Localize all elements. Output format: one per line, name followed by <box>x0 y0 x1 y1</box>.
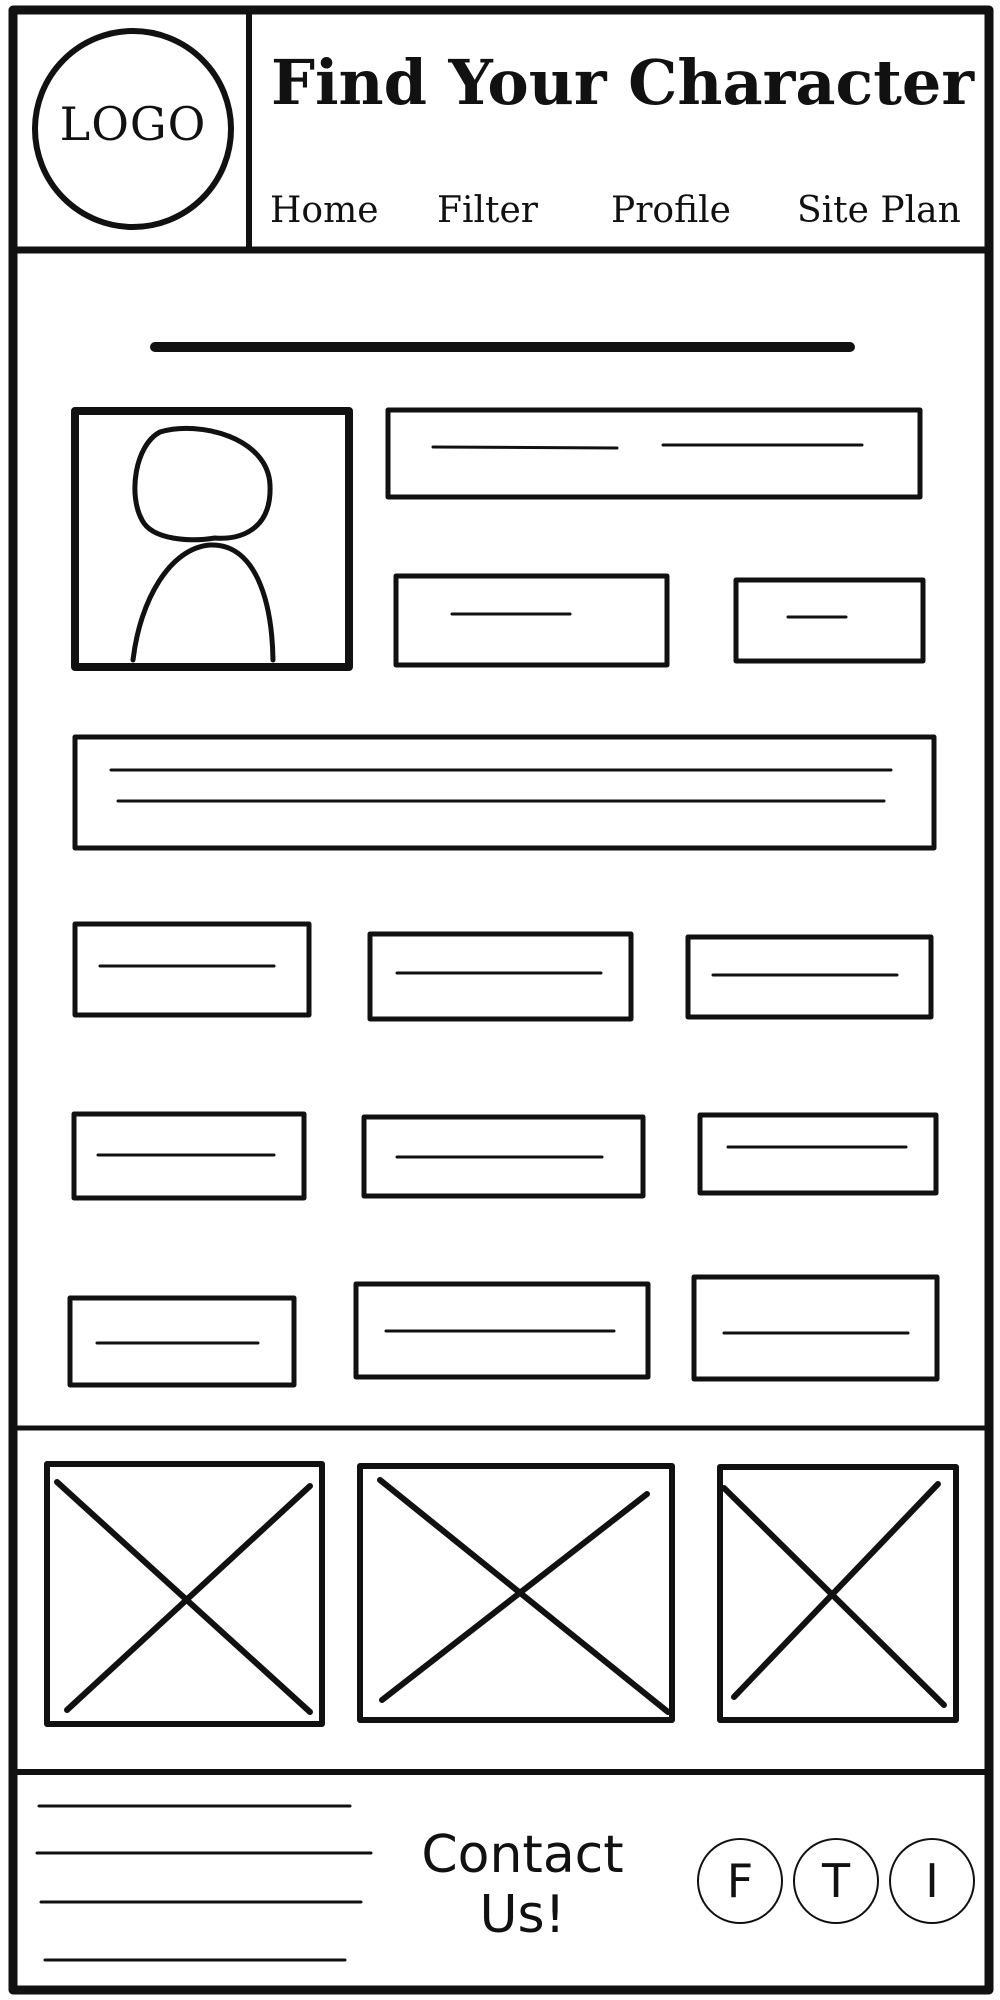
nav-site-plan[interactable]: Site Plan <box>797 190 961 231</box>
detail-field[interactable] <box>367 931 634 1022</box>
detail-field[interactable] <box>697 1112 939 1196</box>
description-block <box>72 734 937 851</box>
nav-home[interactable]: Home <box>270 190 379 231</box>
image-placeholder-2[interactable] <box>357 1463 675 1723</box>
page-border <box>8 5 994 1995</box>
image-placeholder-3[interactable] <box>717 1464 959 1723</box>
logo-circle <box>32 28 234 230</box>
image-placeholder-1[interactable] <box>44 1461 325 1727</box>
facebook-icon[interactable]: F <box>697 1838 783 1924</box>
detail-field[interactable] <box>72 921 312 1018</box>
page-title: Find Your Character <box>270 46 975 119</box>
info-field-1[interactable] <box>393 573 670 668</box>
twitter-icon[interactable]: T <box>793 1838 879 1924</box>
detail-field[interactable] <box>361 1114 646 1199</box>
nav-filter[interactable]: Filter <box>437 190 538 231</box>
logo-label: LOGO <box>59 97 207 151</box>
avatar-head <box>132 425 273 543</box>
nav-profile[interactable]: Profile <box>611 190 731 231</box>
detail-field[interactable] <box>71 1111 307 1201</box>
detail-field[interactable] <box>67 1295 297 1388</box>
profile-picture[interactable] <box>71 407 353 671</box>
name-field[interactable] <box>385 407 923 500</box>
instagram-icon[interactable]: I <box>889 1838 975 1924</box>
contact-us-link[interactable]: Contact Us! <box>421 1825 624 1945</box>
detail-field[interactable] <box>353 1281 651 1380</box>
avatar-body <box>130 542 276 663</box>
detail-field[interactable] <box>691 1274 940 1382</box>
info-field-2[interactable] <box>733 577 926 664</box>
detail-field[interactable] <box>685 934 934 1020</box>
